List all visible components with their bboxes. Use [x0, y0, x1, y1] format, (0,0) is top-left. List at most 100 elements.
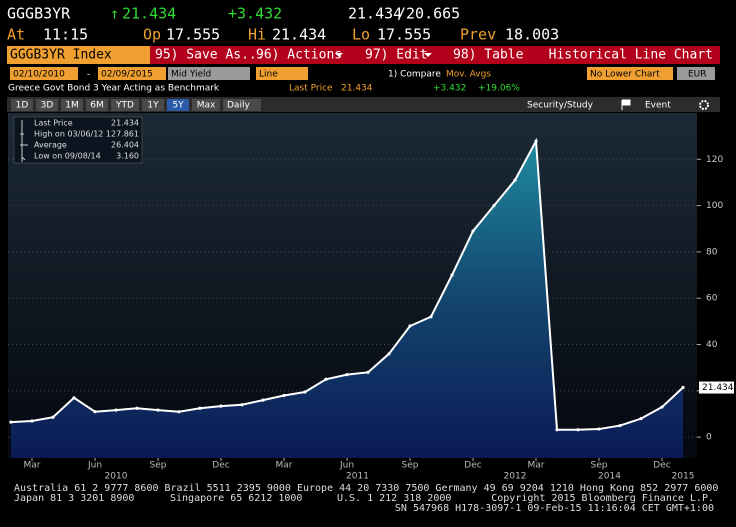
bid: 21.434 — [348, 5, 402, 23]
period-label[interactable]: 3D — [41, 101, 54, 111]
label: Last Price — [289, 84, 333, 94]
ticker: GGGB3YR — [7, 5, 71, 23]
point — [387, 352, 391, 356]
menu-item[interactable]: 96) Actions — [256, 48, 342, 63]
ask: /20.665 — [397, 5, 460, 23]
legend-label: Average — [34, 141, 67, 150]
point — [93, 410, 97, 414]
point — [177, 410, 181, 414]
footer-line: Copyright 2015 Bloomberg Finance L.P. — [491, 493, 714, 504]
period-button[interactable] — [192, 99, 220, 111]
period-button[interactable] — [11, 99, 33, 111]
x-tick-label: Dec — [212, 461, 229, 471]
mov-avgs[interactable]: Mov. Avgs — [446, 70, 491, 80]
y-tick-label: 100 — [706, 201, 723, 211]
point — [492, 204, 496, 208]
field[interactable] — [677, 67, 715, 80]
security-field[interactable] — [7, 46, 150, 64]
x-group-label: 2012 — [504, 472, 527, 482]
point — [156, 408, 160, 412]
period-button[interactable] — [86, 99, 108, 111]
point — [9, 420, 13, 424]
point — [345, 373, 349, 377]
period-button[interactable] — [142, 99, 164, 111]
point — [51, 415, 55, 419]
last-tag: 21.434 — [702, 383, 734, 393]
screen-title: Historical Line Chart — [549, 48, 713, 63]
plot: 02040608010012021.434MarJunSepDecMarJunS… — [8, 116, 734, 482]
period-label[interactable]: 1M — [65, 101, 79, 111]
area — [11, 141, 683, 458]
point — [513, 178, 517, 182]
period-label[interactable]: 6M — [90, 101, 104, 111]
x-group-label: 2011 — [346, 472, 369, 482]
period-label[interactable]: 5Y — [172, 101, 184, 111]
legend-value: 127.861 — [106, 130, 139, 139]
legend-value: 26.404 — [111, 141, 139, 150]
frequency-button[interactable] — [223, 99, 261, 111]
point — [282, 393, 286, 398]
field[interactable] — [168, 67, 250, 80]
legend-label: Low on 09/08/14 — [34, 152, 101, 161]
legend-value: 21.434 — [111, 119, 139, 128]
value: 18.003 — [505, 26, 559, 44]
point — [618, 423, 622, 428]
y-tick-label: 120 — [706, 155, 723, 165]
compare[interactable]: 1) Compare — [388, 70, 441, 80]
period-label[interactable]: Max — [197, 101, 216, 111]
lower-chart[interactable]: No Lower Chart — [590, 70, 660, 80]
field[interactable] — [10, 67, 78, 80]
x-tick-label: Sep — [591, 461, 608, 471]
last-tag-box — [699, 381, 734, 394]
field[interactable] — [256, 67, 308, 80]
value: 17.555 — [377, 26, 431, 44]
footer-line: Singapore 65 6212 1000 — [170, 493, 302, 504]
period-button[interactable] — [111, 99, 139, 111]
period-button[interactable] — [61, 99, 83, 111]
point — [114, 408, 118, 412]
point — [576, 428, 580, 432]
period-label[interactable]: 1Y — [147, 101, 159, 111]
field[interactable] — [587, 67, 673, 80]
label: Prev — [460, 26, 496, 44]
up-arrow: ↑ — [110, 5, 119, 23]
legend-value: 3.160 — [116, 152, 139, 161]
period-button[interactable] — [167, 99, 189, 111]
menu-bar — [7, 46, 720, 64]
period-button[interactable] — [36, 99, 58, 111]
frequency[interactable]: Daily — [227, 101, 250, 111]
y-tick-label: 40 — [706, 340, 718, 350]
period-label[interactable]: 1D — [16, 101, 29, 111]
value: 11:15 — [43, 26, 88, 44]
x-tick-label: Sep — [150, 461, 167, 471]
label: At — [7, 26, 25, 44]
point — [660, 405, 664, 409]
description: Greece Govt Bond 3 Year Acting as Benchm… — [8, 84, 220, 94]
point — [681, 385, 685, 390]
menu-item[interactable]: 95) Save As... — [155, 48, 265, 63]
menu-item[interactable]: 98) Table — [453, 48, 524, 63]
y-tick-label: 80 — [706, 247, 718, 257]
style[interactable]: Line — [259, 70, 278, 80]
x-tick-label: Jun — [339, 461, 354, 471]
y-tick-label: 0 — [706, 433, 712, 443]
field-value[interactable]: Mid Yield — [171, 70, 211, 80]
event[interactable]: Event — [645, 101, 671, 111]
point — [639, 417, 643, 421]
security-study[interactable]: Security/Study — [527, 101, 594, 111]
end-date[interactable]: 02/09/2015 — [101, 70, 153, 80]
field[interactable] — [98, 67, 166, 80]
value: +19.06% — [478, 84, 520, 94]
period-label[interactable]: YTD — [115, 101, 134, 111]
start-date[interactable]: 02/10/2010 — [13, 70, 65, 80]
x-tick-label: Dec — [653, 461, 670, 471]
point — [429, 315, 433, 319]
point — [219, 404, 223, 408]
currency[interactable]: EUR — [688, 70, 707, 80]
security[interactable]: GGGB3YR Index — [10, 48, 112, 63]
settings-icon[interactable] — [699, 100, 709, 110]
footer-line: U.S. 1 212 318 2000 — [337, 493, 451, 504]
menu-item[interactable]: 97) Edit — [365, 48, 428, 63]
flag-icon[interactable] — [621, 99, 631, 110]
